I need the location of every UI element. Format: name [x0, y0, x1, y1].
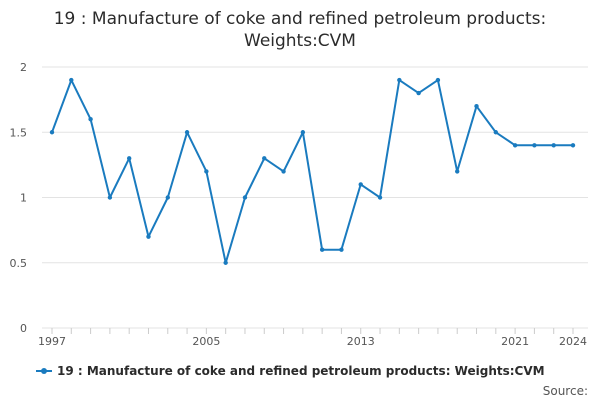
data-point: [455, 169, 460, 174]
x-tick-label: 2005: [192, 335, 220, 348]
data-point: [184, 130, 190, 135]
chart-legend[interactable]: 19 : Manufacture of coke and refined pet…: [36, 364, 545, 378]
source-label: Source:: [542, 384, 588, 398]
data-point: [88, 117, 93, 122]
series-line: [51, 79, 573, 264]
y-tick-label: 1.5: [10, 126, 28, 139]
chart-title-line-2: Weights:CVM: [244, 31, 356, 51]
data-point: [532, 143, 537, 148]
data-point: [397, 77, 402, 83]
data-point: [49, 130, 55, 135]
data-point: [358, 182, 363, 187]
x-tick-label: 1997: [38, 335, 66, 348]
data-point: [300, 130, 306, 135]
data-point: [146, 234, 151, 239]
data-point: [551, 143, 556, 148]
y-tick-label: 1: [20, 192, 27, 205]
data-point: [570, 143, 576, 148]
data-point: [416, 90, 421, 96]
data-point: [126, 156, 132, 161]
data-point: [339, 247, 344, 252]
chart-title-line-1: 19 : Manufacture of coke and refined pet…: [53, 9, 547, 29]
data-point: [435, 77, 441, 83]
data-point: [69, 77, 74, 83]
x-tick-label: 2021: [501, 335, 529, 348]
x-tick-label: 2013: [347, 335, 375, 348]
data-point: [281, 169, 286, 174]
data-point: [204, 169, 209, 174]
data-point: [512, 143, 518, 148]
data-point: [377, 195, 383, 200]
data-point: [493, 130, 499, 135]
data-point: [474, 103, 479, 109]
y-tick-label: 2: [20, 61, 27, 74]
data-point: [223, 260, 228, 265]
data-point: [107, 195, 113, 200]
legend-label: 19 : Manufacture of coke and refined pet…: [57, 364, 545, 378]
legend-swatch-icon: [36, 366, 52, 376]
data-point: [165, 195, 170, 200]
y-tick-label: 0: [20, 322, 27, 335]
chart-title: 19 : Manufacture of coke and refined pet…: [0, 8, 600, 52]
y-tick-label: 0.5: [10, 257, 28, 270]
data-point: [319, 247, 325, 252]
x-tick-label: 2024: [559, 335, 587, 348]
data-point: [242, 195, 248, 200]
data-point: [262, 156, 267, 161]
